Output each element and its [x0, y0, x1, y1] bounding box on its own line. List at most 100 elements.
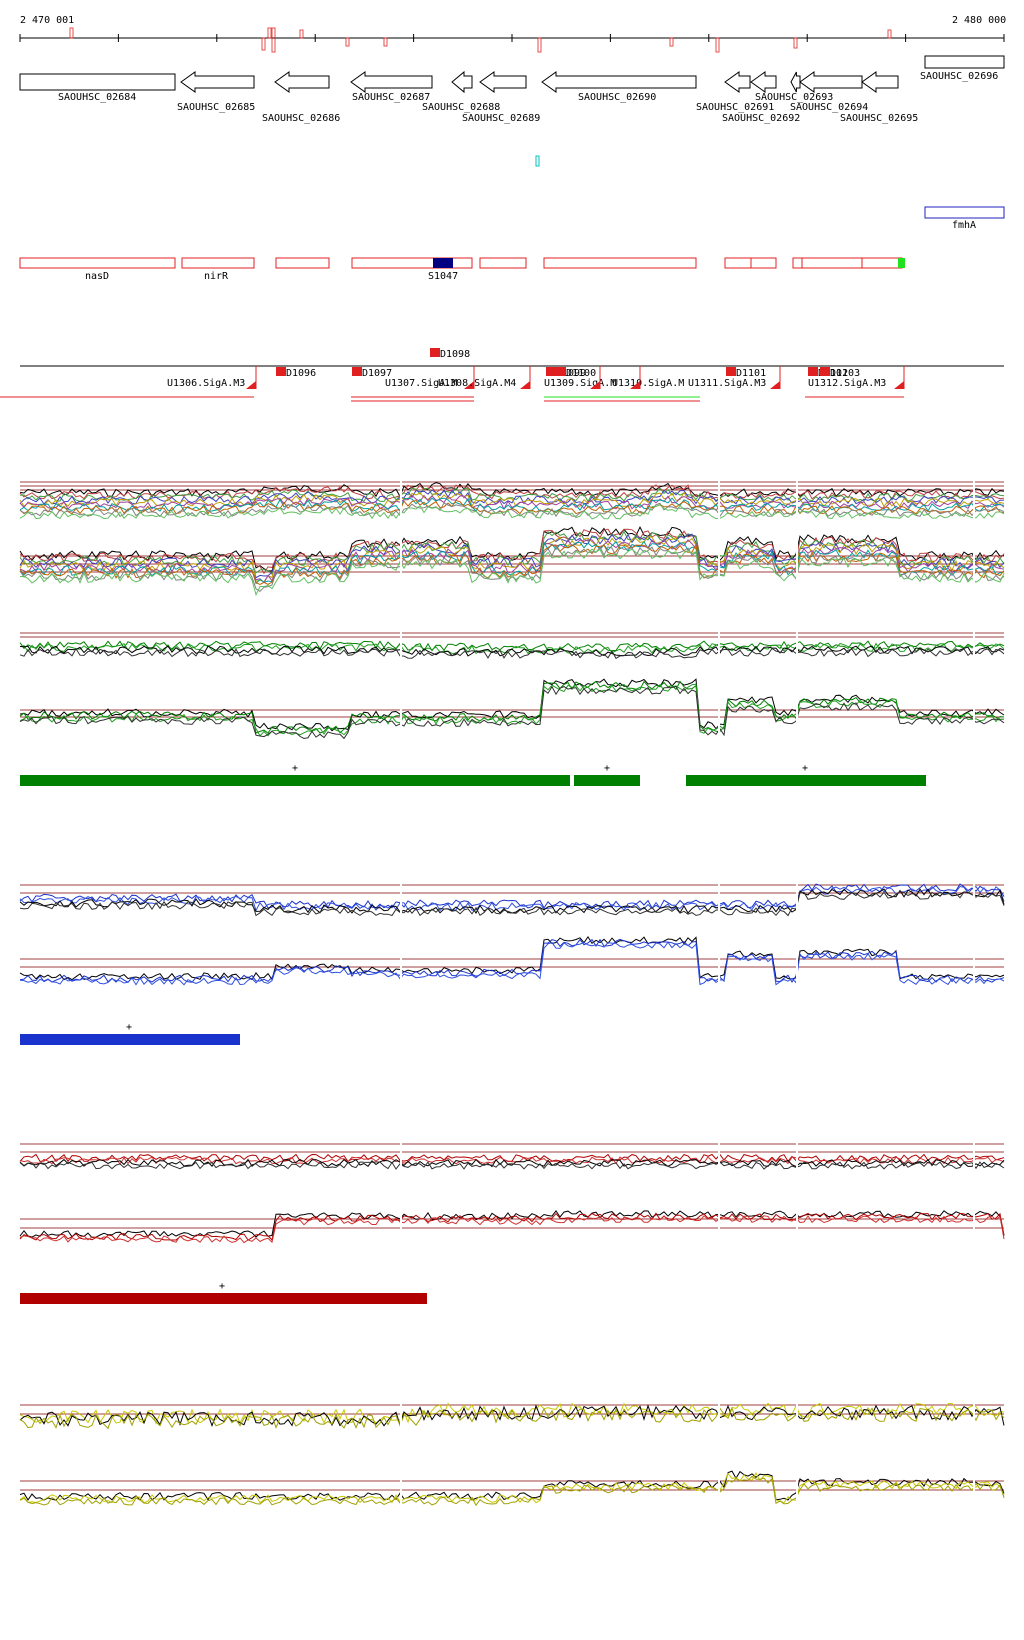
expression-curve [19, 494, 1005, 511]
u-feature-label: U1310.SigA.M [612, 378, 684, 389]
expression-curve [19, 530, 1005, 576]
ruler-red-mark [715, 37, 720, 53]
expression-curve [19, 1161, 1005, 1170]
d-feature-block [430, 348, 440, 357]
d-feature-label: D1103 [830, 368, 860, 379]
fmhA-feature [924, 206, 1005, 219]
gene-label: SAOUHSC_02690 [578, 92, 656, 103]
ruler-start-label: 2 470 001 [20, 15, 74, 26]
segment-plus-mark: + [604, 763, 610, 774]
gene-label: SAOUHSC_02691 [696, 102, 774, 113]
u-feature-arrow [630, 381, 640, 389]
coordinate-ruler: 2 470 001 2 480 000 [19, 15, 1006, 53]
gene-arrow [724, 71, 751, 93]
d-feature-block [276, 367, 286, 376]
u-feature-label: U1311.SigA.M3 [688, 378, 766, 389]
ruler-red-mark [267, 27, 272, 39]
d-feature-block [556, 367, 566, 376]
segment-plus-mark: + [802, 763, 808, 774]
u-feature-arrow [894, 381, 904, 389]
expression-curve [19, 1214, 1005, 1244]
u-feature-label: U1308.SigA.M4 [438, 378, 516, 389]
expression-curve [19, 938, 1005, 983]
expression-track [19, 658, 1005, 758]
s1047-label: S1047 [428, 271, 458, 282]
expression-curve [19, 543, 1005, 586]
expression-curve [19, 645, 1005, 657]
u-feature-label: U1312.SigA.M3 [808, 378, 886, 389]
gene-box [924, 55, 1005, 69]
expression-track [19, 445, 1005, 545]
expression-curve [19, 1406, 1005, 1430]
ruler-red-mark [345, 37, 350, 47]
ruler-red-mark [537, 37, 542, 53]
segment-plus-mark: + [219, 1281, 225, 1292]
green-segment-bar [20, 775, 570, 786]
expression-track [19, 508, 1005, 608]
expression-curve [19, 885, 1005, 912]
u-feature-arrow [590, 381, 600, 389]
gene-track: SAOUHSC_02684 SAOUHSC_02685 SAOUHSC_02686 S… [19, 55, 1005, 124]
d-feature-label: D1102 [818, 368, 848, 379]
expression-curve [19, 1210, 1005, 1239]
ruler-red-mark [261, 37, 266, 51]
red-feature-box [792, 257, 803, 269]
expression-curve [19, 1404, 1005, 1428]
gene-label: SAOUHSC_02695 [840, 113, 918, 124]
green-segment-bar [574, 775, 640, 786]
u-feature-arrow [464, 381, 474, 389]
gene-arrow [750, 71, 777, 93]
u-feature-label: U1309.SigA.M [544, 378, 616, 389]
d-feature-label: D1101 [736, 368, 766, 379]
expression-curve [19, 538, 1005, 584]
red-feature-box [351, 257, 473, 269]
gene-label: SAOUHSC_02693 [755, 92, 833, 103]
expression-curve [19, 1475, 1005, 1507]
expression-curve [19, 683, 1005, 737]
gene-label: SAOUHSC_02684 [58, 92, 136, 103]
expression-curve [19, 484, 1005, 500]
u-feature-label: U1306.SigA.M3 [167, 378, 245, 389]
expression-curve [19, 647, 1005, 660]
red-feature-track: nasD nirR S1047 [19, 257, 905, 282]
gene-label: SAOUHSC_02687 [352, 92, 430, 103]
expression-track [19, 1360, 1005, 1460]
nirR-label: nirR [204, 271, 229, 282]
expression-curve [19, 536, 1005, 583]
segment-plus-mark: + [292, 763, 298, 774]
nasD-label: nasD [85, 271, 109, 282]
d-feature-block [546, 367, 556, 376]
u-feature-arrow [520, 381, 530, 389]
red-feature-box [19, 257, 176, 269]
gene-box [19, 73, 176, 91]
gene-arrow [350, 71, 433, 93]
expression-curve [19, 678, 1005, 732]
gene-arrow [790, 71, 801, 93]
expression-curve [19, 891, 1005, 917]
expression-curve [19, 489, 1005, 505]
red-feature-box [724, 257, 752, 269]
expression-track [19, 590, 1005, 690]
d-feature-block [726, 367, 736, 376]
u-feature-arrow [770, 381, 780, 389]
d-feature-label: D1097 [362, 368, 392, 379]
ruler-ticks [19, 27, 1005, 53]
expression-curve [19, 1153, 1005, 1163]
expression-curve [19, 935, 1005, 981]
cyan-feature-marker [535, 155, 540, 167]
expression-curve [19, 502, 1005, 518]
S1047-feature [433, 258, 453, 268]
red-feature-box [479, 257, 527, 269]
red-feature-box [275, 257, 330, 269]
ruler-red-mark [299, 29, 304, 39]
ruler-end-label: 2 480 000 [952, 15, 1006, 26]
d-feature-label: D1100 [566, 368, 596, 379]
ruler-red-mark [271, 27, 276, 53]
expression-curve [19, 545, 1005, 592]
d-feature-block [808, 367, 818, 376]
u-feature-label: U1307.SigA.M [385, 378, 457, 389]
gene-label: SAOUHSC_02688 [422, 102, 500, 113]
blue-segment-bar [20, 1034, 240, 1045]
gene-arrow [479, 71, 527, 93]
